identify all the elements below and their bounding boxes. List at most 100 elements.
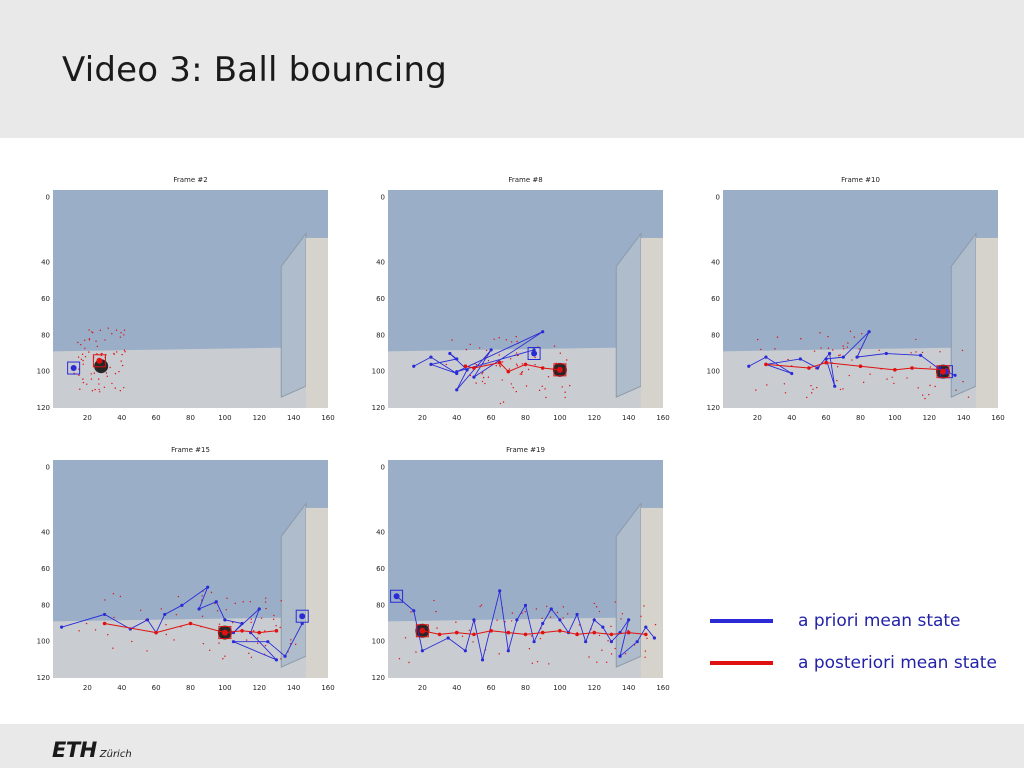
- particle: [479, 605, 481, 608]
- particle: [827, 347, 830, 349]
- particle: [265, 607, 267, 610]
- prior-mean-point: [489, 348, 493, 352]
- particle: [201, 615, 204, 618]
- prior-mean-point: [420, 649, 424, 653]
- prior-mean-point: [455, 357, 459, 361]
- prior-mean-point: [747, 364, 751, 368]
- particle: [114, 372, 117, 375]
- prior-mean-point: [498, 589, 502, 593]
- particle: [123, 334, 125, 336]
- posterior-mean-point: [472, 632, 476, 637]
- particle: [858, 348, 861, 350]
- prior-mean-point: [283, 654, 287, 658]
- prior-bounding-box: [67, 361, 81, 375]
- prior-mean-point: [798, 357, 802, 361]
- posterior-mean-point: [592, 630, 597, 635]
- prior-mean-point: [463, 649, 467, 653]
- legend-prior-label: a priori mean state: [798, 611, 961, 631]
- particle: [482, 371, 484, 374]
- particle: [123, 329, 126, 331]
- logo-sub-text: Zürich: [99, 749, 132, 760]
- x-tick-label: 80: [521, 684, 530, 692]
- posterior-mean-point: [558, 628, 562, 633]
- particle: [934, 385, 936, 388]
- y-tick-label: 120: [707, 404, 720, 412]
- x-tick-label: 120: [253, 414, 266, 422]
- particle: [541, 385, 543, 388]
- particle: [610, 625, 612, 628]
- x-tick-label: 80: [856, 414, 865, 422]
- particle: [469, 343, 471, 346]
- particle: [123, 386, 125, 389]
- x-tick-label: 100: [218, 414, 231, 422]
- particle: [90, 378, 93, 380]
- particle: [119, 389, 122, 392]
- particle: [461, 635, 464, 638]
- posterior-mean-point: [489, 628, 493, 633]
- particle: [521, 612, 523, 614]
- particle: [98, 388, 100, 391]
- x-tick-label: 100: [888, 414, 901, 422]
- prior-mean-point: [455, 370, 459, 374]
- particle: [224, 655, 226, 657]
- prior-mean-point: [618, 654, 622, 658]
- particle: [499, 402, 502, 405]
- prior-mean-point: [855, 355, 859, 359]
- prior-mean-path: [61, 585, 303, 661]
- particle: [547, 375, 550, 378]
- posterior-mean-point: [188, 621, 193, 626]
- y-tick-label: 120: [372, 404, 385, 412]
- frame-title: Frame #10: [841, 176, 880, 184]
- prior-mean-point: [867, 330, 871, 334]
- particle: [827, 335, 829, 338]
- particle: [501, 379, 503, 381]
- y-tick-label: 120: [372, 674, 385, 682]
- particle: [131, 640, 133, 643]
- particle: [256, 642, 259, 644]
- particle: [493, 338, 495, 340]
- particle: [77, 356, 80, 358]
- particle: [105, 372, 108, 374]
- y-tick-label: 100: [707, 368, 720, 376]
- prior-mean-point: [266, 640, 270, 644]
- x-tick-label: 80: [186, 414, 195, 422]
- x-tick-label: 120: [253, 684, 266, 692]
- particle: [175, 613, 178, 616]
- posterior-mean-point: [274, 628, 279, 633]
- prior-mean-point: [240, 621, 244, 626]
- posterior-mean-point: [240, 628, 244, 633]
- particle: [910, 352, 912, 354]
- particle: [290, 639, 292, 641]
- particle: [273, 614, 275, 617]
- x-tick-label: 40: [787, 414, 796, 422]
- particle: [496, 619, 498, 621]
- particle: [836, 366, 839, 368]
- particle: [104, 599, 106, 601]
- particle: [800, 338, 802, 340]
- posterior-mean-point: [893, 368, 897, 372]
- particle: [119, 595, 122, 598]
- scene-cabinet: [306, 237, 328, 408]
- particle: [510, 341, 513, 343]
- y-tick-label: 100: [37, 638, 50, 646]
- posterior-mean-point: [463, 364, 468, 369]
- particle: [107, 327, 109, 329]
- particle: [521, 363, 524, 365]
- prior-mean-point: [764, 355, 768, 359]
- particle: [245, 639, 248, 641]
- particle: [816, 386, 818, 389]
- prior-bounding-box: [390, 589, 404, 603]
- particle: [84, 347, 86, 350]
- y-tick-label: 60: [41, 295, 50, 303]
- particle: [654, 623, 657, 626]
- x-tick-label: 140: [622, 684, 635, 692]
- particle: [524, 610, 526, 613]
- tracking-frame-panel-1: Frame #2 20 40 60 80 100 120 140 160 0 40 60 80 100 12…: [37, 176, 335, 422]
- particle: [177, 595, 180, 598]
- particle: [567, 613, 569, 615]
- prior-mean-point: [824, 357, 828, 361]
- particle: [510, 620, 513, 622]
- prior-mean-point: [919, 353, 923, 357]
- x-tick-label: 20: [83, 684, 92, 692]
- particle: [408, 661, 410, 664]
